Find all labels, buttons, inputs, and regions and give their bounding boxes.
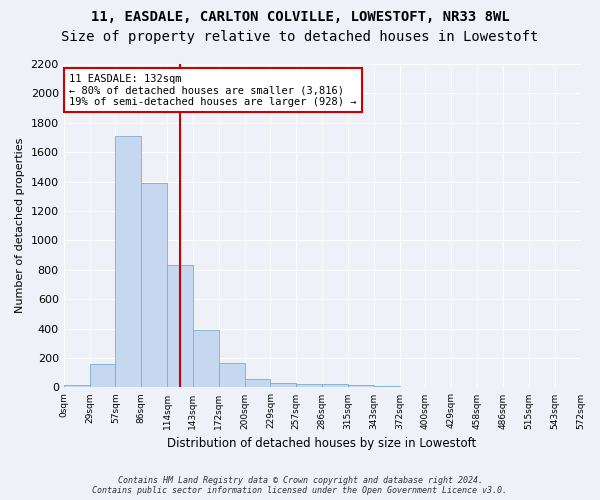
Bar	[400, 386, 425, 388]
Bar	[115, 136, 141, 388]
Bar	[245, 378, 271, 388]
Bar	[193, 330, 219, 388]
Bar	[529, 386, 554, 388]
Bar	[167, 266, 193, 388]
Bar	[374, 386, 400, 388]
Bar	[271, 383, 296, 388]
Bar	[219, 363, 245, 388]
Bar	[296, 384, 322, 388]
Text: 11 EASDALE: 132sqm
← 80% of detached houses are smaller (3,816)
19% of semi-deta: 11 EASDALE: 132sqm ← 80% of detached hou…	[69, 74, 356, 107]
Text: Size of property relative to detached houses in Lowestoft: Size of property relative to detached ho…	[61, 30, 539, 44]
Text: 11, EASDALE, CARLTON COLVILLE, LOWESTOFT, NR33 8WL: 11, EASDALE, CARLTON COLVILLE, LOWESTOFT…	[91, 10, 509, 24]
X-axis label: Distribution of detached houses by size in Lowestoft: Distribution of detached houses by size …	[167, 437, 477, 450]
Bar	[425, 386, 451, 388]
Bar	[451, 386, 477, 388]
Text: Contains HM Land Registry data © Crown copyright and database right 2024.
Contai: Contains HM Land Registry data © Crown c…	[92, 476, 508, 495]
Bar	[348, 385, 374, 388]
Bar	[89, 364, 115, 388]
Bar	[477, 386, 503, 388]
Y-axis label: Number of detached properties: Number of detached properties	[15, 138, 25, 314]
Bar	[554, 386, 581, 388]
Bar	[141, 183, 167, 388]
Bar	[503, 386, 529, 388]
Bar	[64, 385, 89, 388]
Bar	[322, 384, 348, 388]
